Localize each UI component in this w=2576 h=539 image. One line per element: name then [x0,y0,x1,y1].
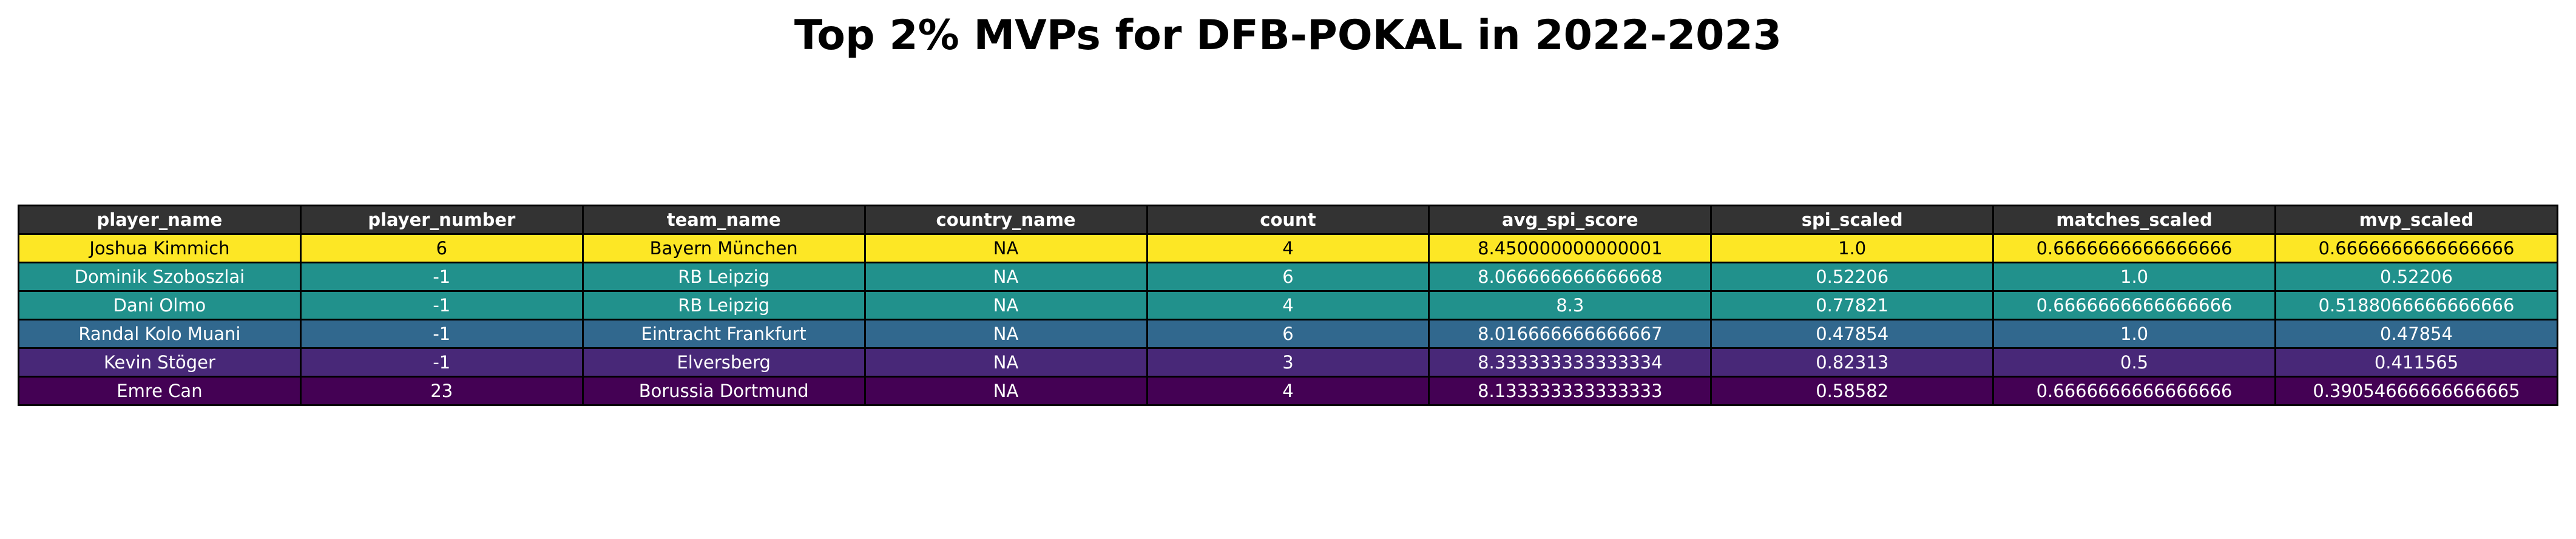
column-header-count: count [1146,205,1430,235]
table-cell-count: 4 [1146,290,1430,320]
table-cell-matches-scaled: 0.5 [1992,347,2276,378]
table-cell-player-name: Dominik Szoboszlai [18,262,302,292]
table-cell-matches-scaled: 0.6666666666666666 [1992,376,2276,406]
table-cell-player-name: Kevin Stöger [18,347,302,378]
column-header-avg-spi-score: avg_spi_score [1428,205,1712,235]
table-header: player_name player_number team_name country… [18,205,2558,235]
table-cell-mvp-scaled: 0.5188066666666666 [2274,290,2558,320]
table-cell-avg-spi-score: 8.450000000000001 [1428,233,1712,263]
column-header-team-name: team_name [581,205,866,235]
table-cell-spi-scaled: 0.52206 [1710,262,1995,292]
table-cell-mvp-scaled: 0.47854 [2274,319,2558,349]
header-row: player_name player_number team_name country… [18,205,2558,235]
table-row: Dani Olmo -1 RB Leipzig NA 4 8.3 0.77821 0.6666… [18,290,2558,320]
table-cell-team-name: Eintracht Frankfurt [581,319,866,349]
table-cell-player-number: 6 [299,233,584,263]
table-cell-matches-scaled: 1.0 [1992,319,2276,349]
table-row: Kevin Stöger -1 Elversberg NA 3 8.33333333333… [18,347,2558,378]
table-row: Randal Kolo Muani -1 Eintracht Frankfurt NA… [18,319,2558,349]
table-cell-spi-scaled: 0.58582 [1710,376,1995,406]
column-header-country-name: country_name [864,205,1148,235]
table-cell-player-number: -1 [299,262,584,292]
table-cell-count: 3 [1146,347,1430,378]
table-cell-spi-scaled: 0.77821 [1710,290,1995,320]
table-cell-player-name: Dani Olmo [18,290,302,320]
chart-title: Top 2% MVPs for DFB-POKAL in 2022-2023 [794,12,1782,59]
table-cell-player-name: Emre Can [18,376,302,406]
table-row: Dominik Szoboszlai -1 RB Leipzig NA 6 8.06666… [18,262,2558,292]
column-header-player-name: player_name [18,205,302,235]
table-cell-player-number: 23 [299,376,584,406]
table-cell-team-name: RB Leipzig [581,290,866,320]
table-row: Joshua Kimmich 6 Bayern München NA 4 8.450000… [18,233,2558,263]
table-cell-count: 6 [1146,319,1430,349]
table-cell-spi-scaled: 0.82313 [1710,347,1995,378]
column-header-matches-scaled: matches_scaled [1992,205,2276,235]
table-cell-avg-spi-score: 8.016666666666667 [1428,319,1712,349]
table-cell-team-name: Elversberg [581,347,866,378]
column-header-spi-scaled: spi_scaled [1710,205,1995,235]
table-cell-avg-spi-score: 8.333333333333334 [1428,347,1712,378]
table-cell-matches-scaled: 0.6666666666666666 [1992,290,2276,320]
table-body: Joshua Kimmich 6 Bayern München NA 4 8.450000… [18,233,2558,406]
table-cell-player-number: -1 [299,319,584,349]
table-cell-count: 6 [1146,262,1430,292]
table-cell-player-name: Randal Kolo Muani [18,319,302,349]
table-cell-player-number: -1 [299,290,584,320]
table-cell-mvp-scaled: 0.6666666666666666 [2274,233,2558,263]
table-cell-player-name: Joshua Kimmich [18,233,302,263]
table-cell-matches-scaled: 0.6666666666666666 [1992,233,2276,263]
table-cell-country-name: NA [864,319,1148,349]
table-cell-team-name: Bayern München [581,233,866,263]
table-cell-country-name: NA [864,347,1148,378]
column-header-player-number: player_number [299,205,584,235]
table-cell-country-name: NA [864,376,1148,406]
table-cell-count: 4 [1146,233,1430,263]
table-cell-matches-scaled: 1.0 [1992,262,2276,292]
table-cell-count: 4 [1146,376,1430,406]
table-cell-mvp-scaled: 0.39054666666666665 [2274,376,2558,406]
table-cell-mvp-scaled: 0.411565 [2274,347,2558,378]
table-cell-player-number: -1 [299,347,584,378]
table-cell-country-name: NA [864,290,1148,320]
table-cell-spi-scaled: 1.0 [1710,233,1995,263]
table-cell-avg-spi-score: 8.133333333333333 [1428,376,1712,406]
table-row: Emre Can 23 Borussia Dortmund NA 4 8.13333333… [18,376,2558,406]
table-cell-team-name: Borussia Dortmund [581,376,866,406]
table-cell-country-name: NA [864,262,1148,292]
mvp-table: player_name player_number team_name country… [18,205,2558,406]
table-cell-team-name: RB Leipzig [581,262,866,292]
table-cell-country-name: NA [864,233,1148,263]
mvp-table-container: player_name player_number team_name country… [18,205,2558,406]
table-cell-avg-spi-score: 8.066666666666668 [1428,262,1712,292]
column-header-mvp-scaled: mvp_scaled [2274,205,2558,235]
table-cell-avg-spi-score: 8.3 [1428,290,1712,320]
table-cell-spi-scaled: 0.47854 [1710,319,1995,349]
table-cell-mvp-scaled: 0.52206 [2274,262,2558,292]
